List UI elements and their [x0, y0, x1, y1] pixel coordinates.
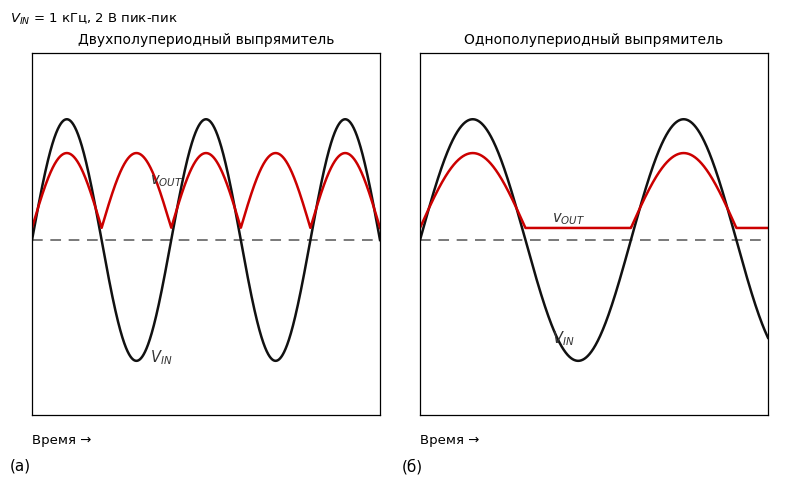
- Text: $V_{IN}$: $V_{IN}$: [552, 330, 574, 348]
- Text: (б): (б): [402, 458, 422, 474]
- Text: $v_{OUT}$: $v_{OUT}$: [150, 174, 183, 189]
- Title: Однополупериодный выпрямитель: Однополупериодный выпрямитель: [465, 34, 723, 48]
- Text: $v_{OUT}$: $v_{OUT}$: [552, 212, 586, 228]
- Text: $V_{IN}$ = 1 кГц, 2 В пик-пик: $V_{IN}$ = 1 кГц, 2 В пик-пик: [10, 12, 178, 27]
- Title: Двухполупериодный выпрямитель: Двухполупериодный выпрямитель: [78, 34, 334, 48]
- Text: Время →: Время →: [420, 434, 479, 447]
- Text: Время →: Время →: [32, 434, 91, 447]
- Text: $V_{IN}$: $V_{IN}$: [150, 348, 173, 367]
- Text: (а): (а): [10, 458, 30, 473]
